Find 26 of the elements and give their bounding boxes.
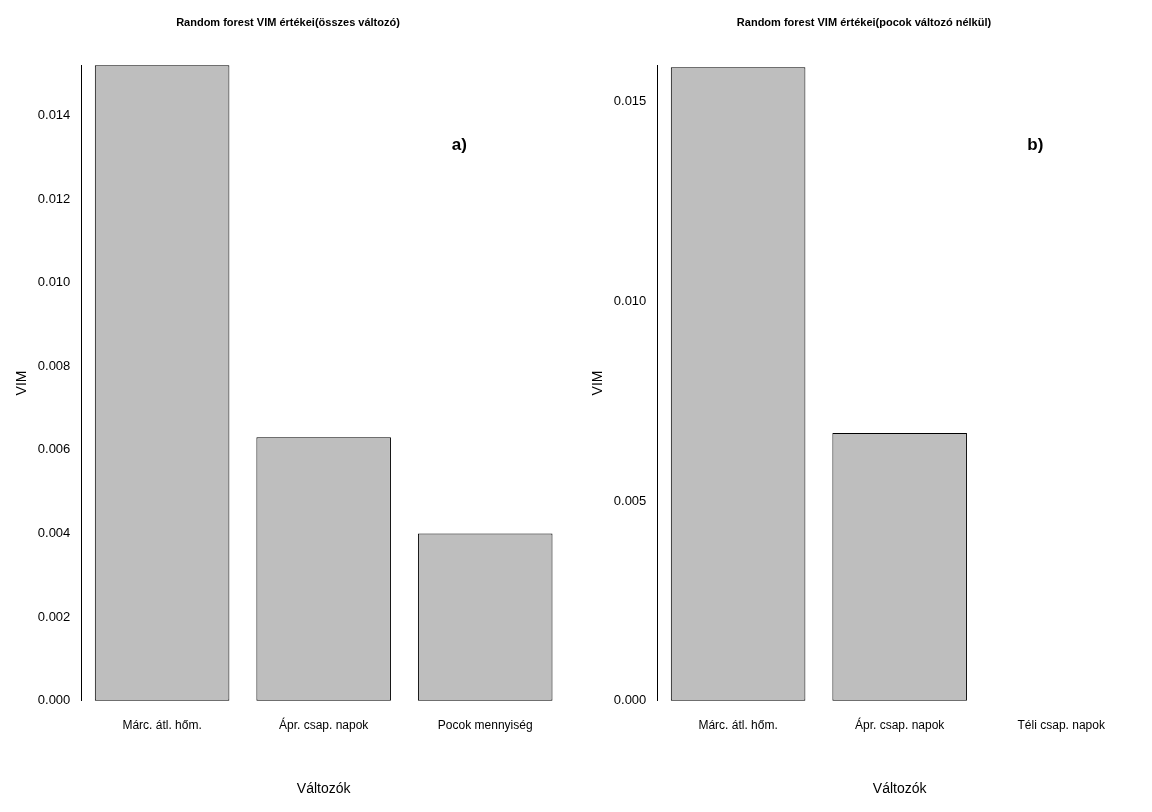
x-tick-label: Márc. átl. hőm. [122,718,202,733]
annotation: a) [451,134,467,154]
chart-title: Random forest VIM értékei(pocok változó nélkül) [736,15,992,28]
y-tick-label: 0.002 [37,608,71,624]
annotation: b) [1027,134,1044,154]
y-axis-title: VIM [13,370,30,396]
y-tick-label: 0.014 [37,106,71,122]
y-tick-label: 0.012 [37,190,71,206]
chart-title: Random forest VIM értékei(összes változó) [176,15,401,28]
y-tick-label: 0.000 [613,692,647,708]
y-axis-title: VIM [589,370,606,396]
y-tick-label: 0.006 [37,441,71,457]
x-tick-label: Ápr. csap. napok [278,717,370,733]
y-tick-label: 0.005 [613,492,647,508]
x-tick-label: Téli csap. napok [1017,718,1106,733]
y-tick-label: 0.015 [613,92,647,108]
x-tick-label: Márc. átl. hőm. [698,718,778,733]
x-tick-label: Pocok mennyiség [437,718,533,733]
y-tick-label: 0.010 [613,292,647,308]
y-tick-label: 0.004 [37,525,71,541]
y-tick-label: 0.000 [37,692,71,708]
y-tick-label: 0.010 [37,274,71,290]
x-axis-title: Változók [296,780,352,797]
x-tick-label: Ápr. csap. napok [854,717,946,733]
x-axis-title: Változók [872,780,928,797]
y-tick-label: 0.008 [37,357,71,373]
